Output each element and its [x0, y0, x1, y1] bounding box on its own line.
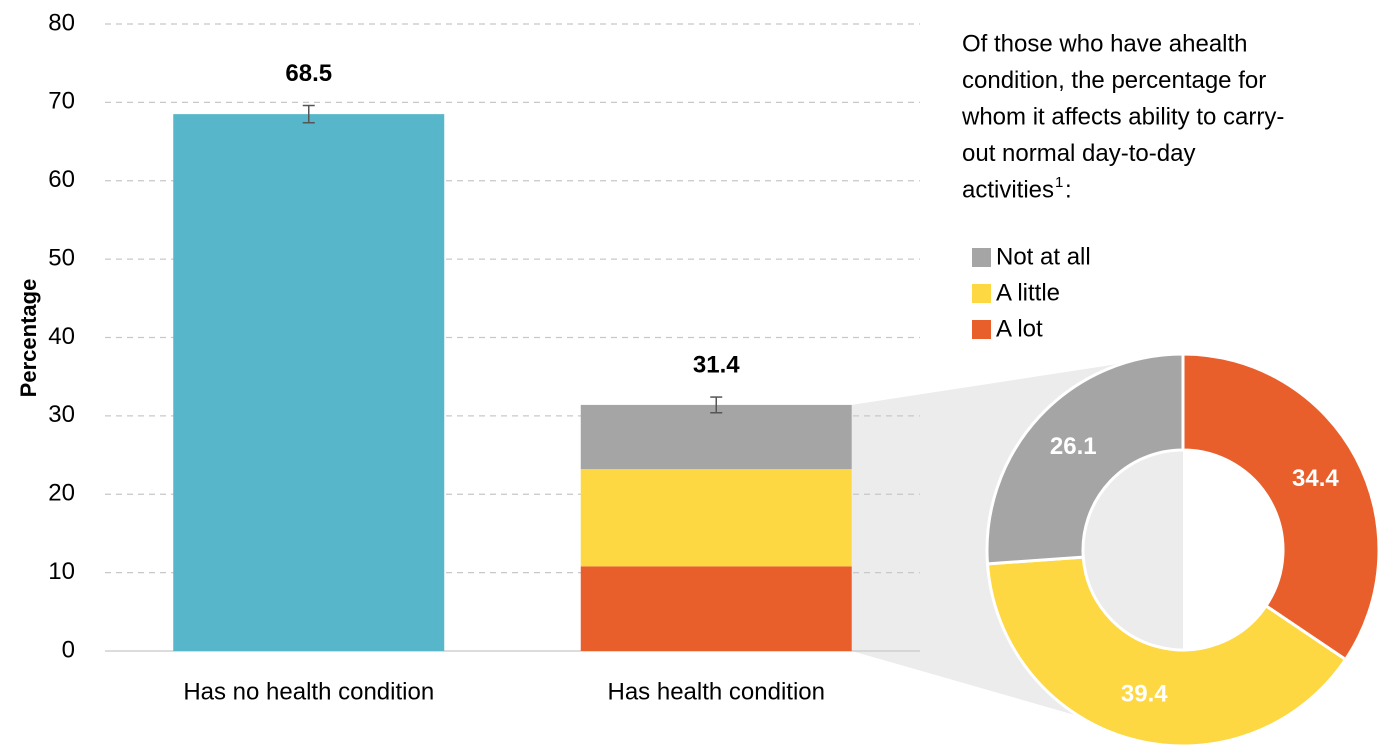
legend-label: Not at all [996, 243, 1091, 270]
error-bar [710, 396, 723, 414]
donut-slice [985, 555, 1348, 745]
data-label: 68.5 [285, 60, 332, 87]
legend-swatch [972, 284, 991, 303]
slice-label: 34.4 [1292, 465, 1339, 492]
panel-title-line: condition, the percentage for [962, 67, 1266, 94]
slice-label: 39.4 [1121, 680, 1168, 707]
y-tick-label: 20 [48, 480, 75, 507]
x-tick-label: Has health condition [608, 678, 825, 705]
panel-title-line: activities [962, 176, 1054, 203]
legend-label: A lot [996, 315, 1043, 342]
bar-segment [580, 404, 852, 470]
bar-segment [580, 566, 852, 651]
y-tick-label: 0 [62, 636, 75, 663]
y-tick-label: 10 [48, 558, 75, 585]
slice-label: 26.1 [1050, 433, 1097, 460]
error-bar [302, 104, 315, 124]
legend-label: A little [996, 279, 1060, 306]
data-label: 31.4 [693, 351, 740, 378]
panel-title-line: Of those who have ahealth [962, 30, 1248, 57]
legend-swatch [972, 320, 991, 339]
donut-slice [985, 352, 1185, 566]
title-end: : [1065, 176, 1072, 203]
panel-title-line: whom it affects ability to carry- [961, 103, 1284, 130]
y-tick-label: 60 [48, 166, 75, 193]
y-tick-label: 40 [48, 323, 75, 350]
y-tick-label: 80 [48, 9, 75, 36]
footnote-mark: 1 [1055, 174, 1063, 191]
legend-swatch [972, 248, 991, 267]
panel-title-line: out normal day-to-day [962, 140, 1195, 167]
bar [173, 114, 445, 652]
y-tick-label: 50 [48, 244, 75, 271]
donut-slice [1181, 352, 1381, 662]
y-tick-label: 70 [48, 88, 75, 115]
y-axis-label: Percentage [16, 279, 41, 398]
y-tick-label: 30 [48, 401, 75, 428]
bar-segment [580, 469, 852, 567]
x-tick-label: Has no health condition [183, 678, 434, 705]
